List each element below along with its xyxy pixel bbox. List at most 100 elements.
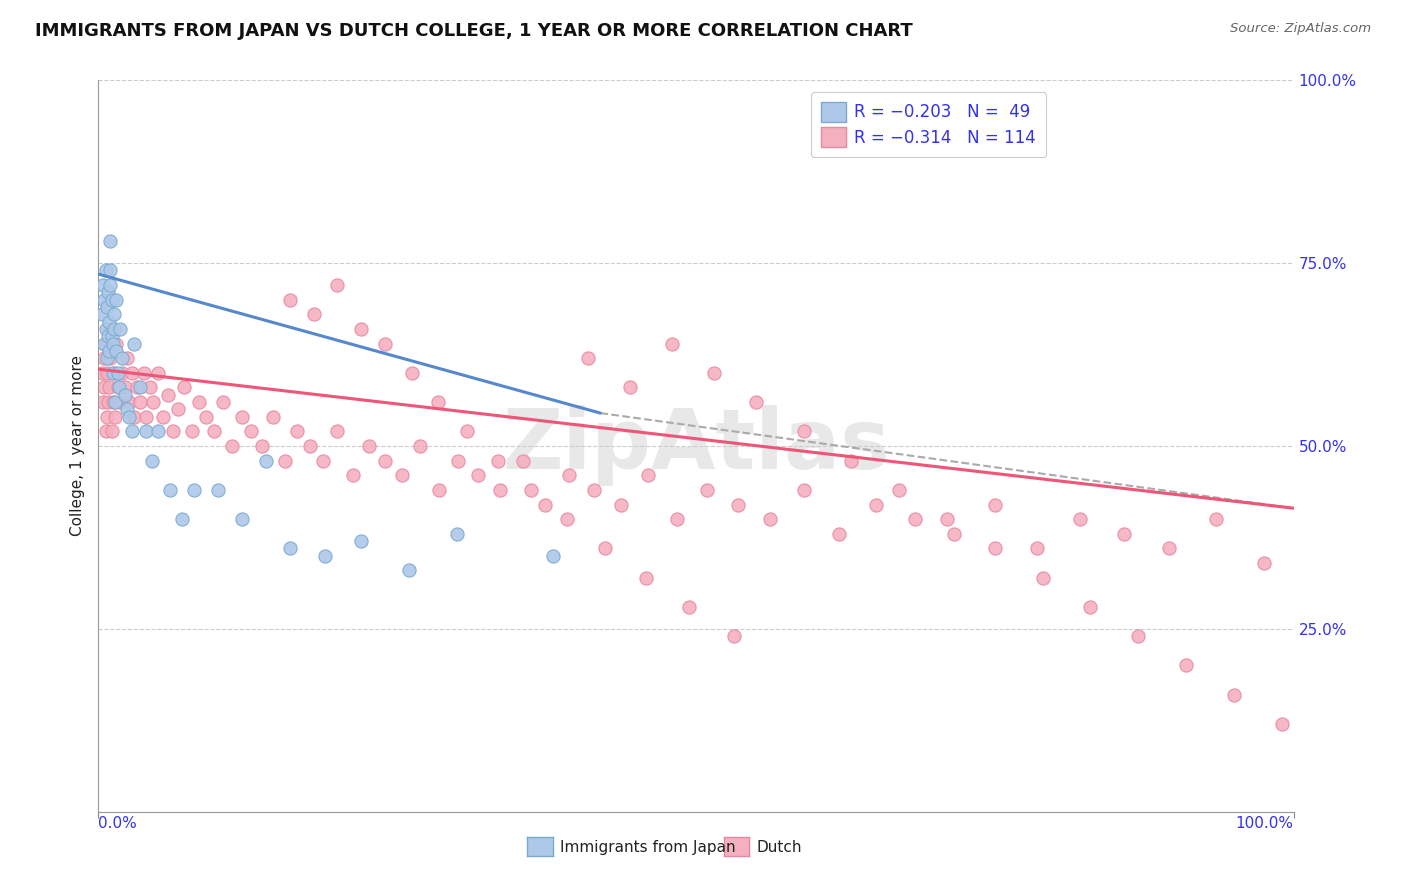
Text: 100.0%: 100.0% (1236, 816, 1294, 831)
Text: Dutch: Dutch (756, 840, 801, 855)
Point (159, 483, 181, 497)
Point (578, 351, 600, 366)
Point (312, 453, 335, 467)
Point (661, 336, 683, 351)
Point (350, 534, 373, 549)
Point (555, 512, 578, 526)
Point (1080, 599, 1102, 614)
Point (96, 366, 118, 380)
Point (183, 483, 205, 497)
Point (262, 409, 284, 424)
Point (350, 322, 373, 336)
Point (841, 453, 863, 467)
Point (298, 439, 321, 453)
Point (534, 498, 557, 512)
Point (98, 263, 122, 277)
Point (108, 395, 131, 409)
Point (231, 409, 253, 424)
Point (195, 409, 218, 424)
Point (129, 395, 152, 409)
Point (984, 541, 1007, 556)
Text: Immigrants from Japan: Immigrants from Japan (560, 840, 735, 855)
Point (114, 388, 136, 402)
Point (107, 366, 129, 380)
Point (357, 439, 380, 453)
Point (745, 395, 768, 409)
Point (105, 336, 128, 351)
Text: Source: ZipAtlas.com: Source: ZipAtlas.com (1230, 22, 1371, 36)
Point (97, 329, 120, 343)
Point (285, 425, 308, 439)
Point (91, 278, 114, 293)
Point (98, 343, 121, 358)
Point (391, 468, 413, 483)
Point (101, 366, 124, 380)
Point (1253, 556, 1275, 570)
Point (326, 278, 349, 293)
Point (103, 322, 125, 336)
Point (97, 395, 120, 409)
Point (678, 599, 700, 614)
Point (96, 300, 118, 314)
Point (1271, 717, 1294, 731)
Point (121, 366, 143, 380)
Point (101, 395, 124, 409)
Point (152, 409, 174, 424)
Point (202, 425, 225, 439)
Point (315, 549, 337, 563)
Point (97, 285, 120, 300)
Point (427, 483, 450, 497)
Point (141, 453, 163, 467)
Point (278, 293, 301, 307)
Point (115, 402, 138, 417)
Point (156, 388, 179, 402)
Point (231, 512, 253, 526)
Point (221, 439, 243, 453)
Point (240, 425, 263, 439)
Point (173, 380, 195, 394)
Point (118, 409, 141, 424)
Point (98, 234, 122, 248)
Point (889, 483, 911, 497)
Point (98, 380, 121, 394)
Point (172, 512, 194, 526)
Point (94, 425, 117, 439)
Point (93, 293, 115, 307)
Point (1223, 688, 1246, 702)
Point (759, 512, 782, 526)
Point (93, 351, 115, 366)
Point (96, 409, 118, 424)
Point (541, 549, 564, 563)
Point (104, 395, 127, 409)
Point (520, 483, 543, 497)
Point (1175, 658, 1198, 673)
Point (107, 380, 129, 394)
Point (326, 425, 349, 439)
Point (1128, 629, 1150, 643)
Text: IMMIGRANTS FROM JAPAN VS DUTCH COLLEGE, 1 YEAR OR MORE CORRELATION CHART: IMMIGRANTS FROM JAPAN VS DUTCH COLLEGE, … (35, 22, 912, 40)
Point (1159, 541, 1181, 556)
Point (105, 293, 128, 307)
Point (98, 315, 121, 329)
Point (703, 366, 725, 380)
Point (637, 468, 659, 483)
Point (148, 425, 170, 439)
Point (139, 380, 162, 394)
Point (124, 409, 146, 424)
Point (96, 351, 118, 366)
Point (103, 307, 125, 321)
Point (124, 336, 146, 351)
Point (207, 483, 229, 497)
Point (398, 563, 420, 577)
Text: ZipAtlas: ZipAtlas (502, 406, 890, 486)
Point (456, 425, 478, 439)
Point (250, 439, 273, 453)
Point (98, 278, 122, 293)
Point (148, 366, 170, 380)
Point (125, 380, 148, 394)
Point (142, 395, 165, 409)
Point (302, 307, 325, 321)
Point (865, 498, 887, 512)
Point (593, 541, 616, 556)
Point (180, 425, 202, 439)
